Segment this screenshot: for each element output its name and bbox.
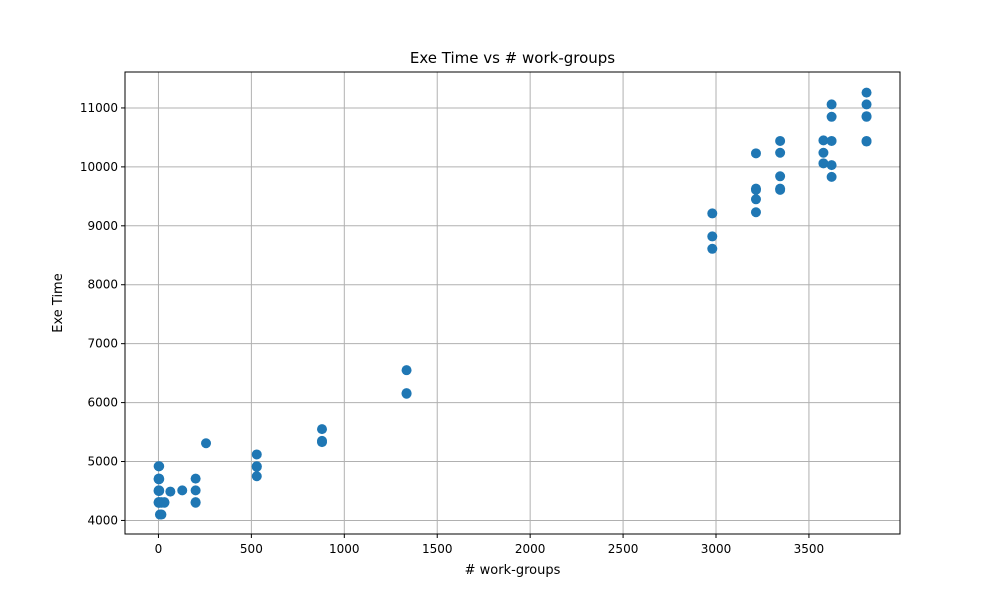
y-tick-label: 6000 xyxy=(87,396,118,410)
data-point xyxy=(818,158,829,169)
data-point xyxy=(251,471,262,482)
data-point xyxy=(159,497,170,508)
data-point xyxy=(154,461,165,472)
x-tick-label: 2000 xyxy=(515,542,546,556)
y-tick-label: 10000 xyxy=(80,160,118,174)
data-point xyxy=(201,438,212,449)
data-point xyxy=(251,461,262,472)
data-point xyxy=(861,111,872,122)
x-tick-label: 500 xyxy=(240,542,263,556)
data-point xyxy=(156,509,167,520)
data-point xyxy=(154,474,165,485)
x-tick-label: 1500 xyxy=(422,542,453,556)
x-tick-label: 0 xyxy=(155,542,163,556)
data-point xyxy=(165,486,176,497)
data-point xyxy=(401,388,412,399)
data-point xyxy=(750,207,761,218)
data-point xyxy=(775,171,786,182)
y-tick-label: 9000 xyxy=(87,219,118,233)
y-tick-label: 7000 xyxy=(87,337,118,351)
x-axis-ticks: 0 500 1000 1500 2000 2500 3000 3500 xyxy=(155,534,825,556)
y-tick-label: 11000 xyxy=(80,101,118,115)
data-point xyxy=(826,171,837,182)
grid xyxy=(125,72,900,534)
data-point xyxy=(826,99,837,110)
data-point xyxy=(317,424,328,435)
data-point xyxy=(818,135,829,146)
data-point xyxy=(826,160,837,171)
data-point xyxy=(707,231,718,242)
data-points xyxy=(153,87,872,520)
data-point xyxy=(190,473,201,484)
y-tick-label: 4000 xyxy=(87,513,118,527)
data-point xyxy=(190,497,201,508)
plot-frame xyxy=(124,71,901,535)
data-point xyxy=(190,485,201,496)
data-point xyxy=(826,135,837,146)
data-point xyxy=(401,365,412,376)
x-axis-label: # work-groups xyxy=(465,563,561,578)
data-point xyxy=(750,148,761,159)
y-tick-label: 8000 xyxy=(87,278,118,292)
data-point xyxy=(707,208,718,219)
x-tick-label: 3500 xyxy=(794,542,825,556)
data-point xyxy=(861,99,872,110)
data-point xyxy=(750,184,761,195)
data-point xyxy=(861,87,872,98)
data-point xyxy=(177,485,188,496)
x-tick-label: 2500 xyxy=(608,542,639,556)
data-point xyxy=(707,243,718,254)
data-point xyxy=(251,449,262,460)
data-point xyxy=(154,485,165,496)
data-point xyxy=(775,184,786,195)
data-point xyxy=(818,147,829,158)
data-point xyxy=(775,147,786,158)
x-tick-label: 1000 xyxy=(329,542,360,556)
x-tick-label: 3000 xyxy=(701,542,732,556)
chart-title: Exe Time vs # work-groups xyxy=(410,49,615,67)
y-axis-ticks: 4000 5000 6000 7000 8000 9000 10000 11000 xyxy=(80,101,125,527)
y-axis-label: Exe Time xyxy=(51,273,66,332)
data-point xyxy=(750,194,761,205)
data-point xyxy=(861,136,872,147)
data-point xyxy=(775,135,786,146)
data-point xyxy=(826,111,837,122)
y-tick-label: 5000 xyxy=(87,455,118,469)
data-point xyxy=(317,437,328,448)
